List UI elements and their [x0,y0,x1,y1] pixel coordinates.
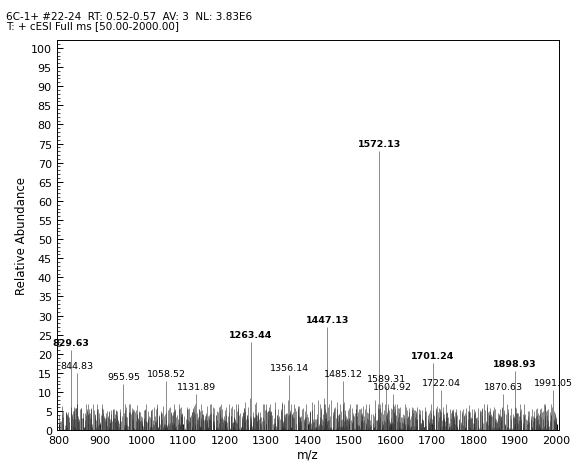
Text: 1991.05: 1991.05 [533,378,573,387]
Text: 1263.44: 1263.44 [229,331,273,339]
Y-axis label: Relative Abundance: Relative Abundance [15,177,28,295]
Text: 1572.13: 1572.13 [358,140,401,149]
X-axis label: m/z: m/z [297,448,319,461]
Text: 1447.13: 1447.13 [306,316,349,324]
Text: 844.83: 844.83 [61,361,94,370]
Text: 829.63: 829.63 [52,338,89,347]
Text: 1485.12: 1485.12 [323,369,363,378]
Text: 955.95: 955.95 [107,373,140,382]
Text: 1131.89: 1131.89 [177,382,216,391]
Text: 1898.93: 1898.93 [493,359,537,368]
Text: 1058.52: 1058.52 [146,369,185,378]
Text: 1604.92: 1604.92 [373,382,412,391]
Text: 1870.63: 1870.63 [483,382,523,391]
Text: 1722.04: 1722.04 [422,378,461,387]
Text: 1701.24: 1701.24 [411,352,455,361]
Text: 1356.14: 1356.14 [270,363,309,372]
Text: 1589.31: 1589.31 [367,375,406,384]
Text: T: + cESI Full ms [50.00-2000.00]: T: + cESI Full ms [50.00-2000.00] [6,21,179,31]
Text: 6C-1+ #22-24  RT: 0.52-0.57  AV: 3  NL: 3.83E6: 6C-1+ #22-24 RT: 0.52-0.57 AV: 3 NL: 3.8… [6,12,252,22]
